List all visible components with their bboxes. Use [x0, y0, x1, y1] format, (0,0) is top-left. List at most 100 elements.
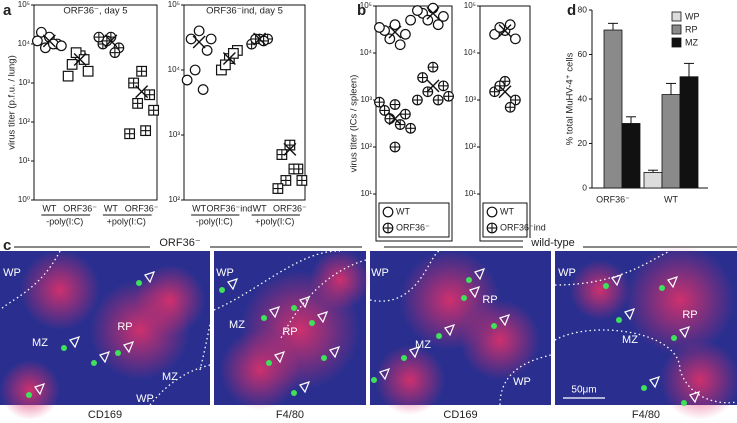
legend-marker — [486, 206, 498, 218]
plot-frame — [33, 4, 158, 201]
legend-marker — [382, 206, 394, 218]
mean-stroke — [498, 24, 512, 38]
arrowhead — [299, 296, 311, 309]
y-tick-label: 10¹ — [360, 189, 372, 198]
region-label: RP — [482, 294, 497, 306]
mean-stroke — [283, 142, 297, 156]
region-label: MZ — [162, 371, 178, 383]
marker-shape — [394, 39, 406, 51]
legend-label: WP — [685, 11, 700, 21]
point — [510, 33, 521, 45]
region-label: MZ — [415, 339, 431, 351]
mean-mark — [42, 34, 56, 48]
y-tick-label: 10³ — [360, 95, 372, 104]
infected-cell — [671, 335, 677, 341]
stain — [20, 250, 100, 330]
y-tick-label: 40 — [578, 93, 588, 103]
point — [432, 94, 444, 106]
mean-stroke — [388, 25, 402, 39]
y-axis-label: % total MuHV-4⁺ cells — [565, 52, 576, 145]
y-tick-label: 10⁴ — [18, 39, 31, 48]
infected-cell — [659, 285, 665, 291]
marker-shape — [31, 35, 43, 47]
mean-mark — [426, 79, 440, 93]
mean-stroke — [498, 85, 512, 99]
point — [185, 33, 197, 45]
image-caption: CD169 — [88, 409, 122, 421]
point — [438, 11, 449, 22]
marker-shape — [374, 22, 385, 33]
y-tick-label: 10⁴ — [360, 48, 373, 57]
point — [405, 14, 417, 26]
infected-cell — [261, 315, 267, 321]
point — [405, 122, 417, 134]
y-tick-label: 60 — [578, 49, 588, 59]
legend-swatch — [671, 24, 682, 35]
group-label: -poly(I:C) — [196, 216, 233, 226]
point — [31, 35, 43, 47]
point — [438, 80, 449, 92]
arrowhead — [649, 376, 661, 389]
group-label: +poly(I:C) — [107, 216, 146, 226]
region-label: WP — [558, 267, 576, 279]
marker-shape — [422, 14, 434, 26]
infected-cell — [616, 317, 622, 323]
point — [124, 128, 136, 140]
region-label: RP — [282, 326, 297, 338]
point — [109, 47, 121, 59]
point — [412, 94, 423, 106]
point — [272, 183, 284, 194]
arrowhead — [99, 351, 111, 364]
x-tick-label: WT — [104, 203, 118, 213]
point — [66, 58, 78, 70]
region-label: RP — [117, 321, 132, 333]
infected-cell — [61, 345, 67, 351]
point — [504, 101, 516, 113]
error-bar — [648, 169, 658, 173]
marker-shape — [227, 48, 239, 59]
point — [62, 70, 74, 82]
point — [82, 65, 94, 77]
y-tick-label: 10⁵ — [168, 0, 180, 9]
y-tick-label: 10² — [360, 142, 372, 151]
arrowhead — [274, 351, 286, 364]
legend-marker — [382, 222, 394, 234]
legend-label: WT — [396, 206, 410, 216]
x-tick-label: ORF36⁻ — [596, 194, 630, 204]
scale-bar-label: 50μm — [571, 385, 596, 396]
marker-shape — [384, 33, 396, 45]
region-label: WP — [371, 267, 389, 279]
image-caption: F4/80 — [632, 409, 660, 421]
mean-mark — [388, 25, 402, 39]
arrowhead — [611, 274, 623, 287]
legend-label: ORF36⁻ind — [500, 222, 546, 232]
point — [193, 25, 205, 37]
infected-cell — [436, 333, 442, 339]
error-bar — [684, 62, 694, 77]
region-label: MZ — [622, 334, 638, 346]
error-bar — [626, 116, 636, 124]
marker-shape — [432, 19, 444, 31]
y-axis-label: virus titer (ICs / spleen) — [349, 75, 360, 173]
point — [389, 19, 401, 31]
point — [384, 113, 396, 125]
point — [181, 74, 193, 86]
x-tick-label: ORF36⁻ — [273, 203, 307, 213]
plot-frame — [479, 5, 531, 242]
marker-shape — [62, 70, 74, 82]
group-label: +poly(I:C) — [255, 216, 294, 226]
point — [93, 31, 105, 43]
region-label: WP — [216, 267, 234, 279]
arrowhead — [409, 346, 421, 359]
error-bar — [608, 22, 618, 31]
mean-stroke — [135, 85, 149, 99]
infected-cell — [491, 323, 497, 329]
arrowhead — [499, 314, 511, 327]
point — [379, 105, 391, 116]
point — [389, 141, 401, 153]
y-tick-label: 80 — [578, 4, 588, 14]
point — [197, 84, 209, 95]
stain — [0, 360, 60, 420]
mean-stroke — [104, 34, 118, 48]
